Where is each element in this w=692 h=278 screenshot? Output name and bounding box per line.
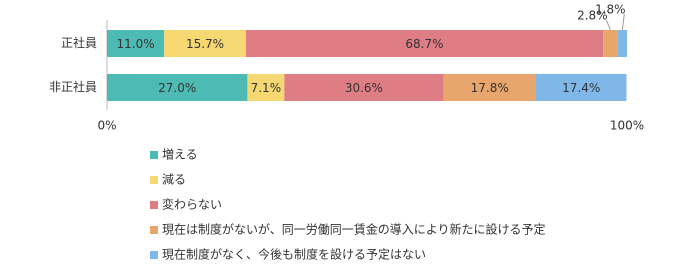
bar-segment	[164, 30, 246, 57]
bar-segment	[247, 74, 285, 101]
legend-swatch	[150, 176, 158, 184]
value-label: 11.0%	[117, 37, 155, 51]
bar-segment	[107, 74, 248, 101]
value-label: 1.8%	[595, 3, 626, 17]
value-label: 15.7%	[186, 37, 224, 51]
value-label: 68.7%	[405, 37, 443, 51]
category-label: 非正社員	[49, 79, 97, 94]
value-label: 17.4%	[562, 81, 600, 95]
legend-swatch	[150, 226, 158, 234]
value-label: 27.0%	[158, 81, 196, 95]
category-label: 正社員	[61, 35, 97, 50]
value-label: 2.8%	[577, 9, 608, 23]
bar-segment	[284, 74, 444, 101]
leader-line	[605, 19, 611, 31]
legend-label: 減る	[162, 172, 186, 187]
bar-segment	[107, 30, 165, 57]
x-tick-label: 0%	[97, 119, 116, 133]
legend-label: 変わらない	[162, 197, 222, 212]
bar-segment	[443, 74, 536, 101]
x-tick-label: 100%	[610, 119, 644, 133]
bar-segment	[536, 74, 627, 101]
legend-label: 現在は制度がないが、同一労働同一賃金の導入により新たに設ける予定	[162, 222, 546, 237]
legend-label: 増える	[162, 148, 198, 162]
value-label: 17.8%	[471, 81, 509, 95]
bar-segment	[245, 30, 604, 57]
value-label: 7.1%	[251, 81, 282, 95]
bar-segment	[617, 30, 627, 57]
legend-swatch	[150, 201, 158, 209]
leader-line	[621, 13, 625, 31]
legend-swatch	[150, 251, 158, 259]
value-label: 30.6%	[345, 81, 383, 95]
legend-label: 現在制度がなく、今後も制度を設ける予定はない	[162, 247, 426, 262]
legend-swatch	[150, 151, 158, 159]
bar-segment	[603, 30, 618, 57]
